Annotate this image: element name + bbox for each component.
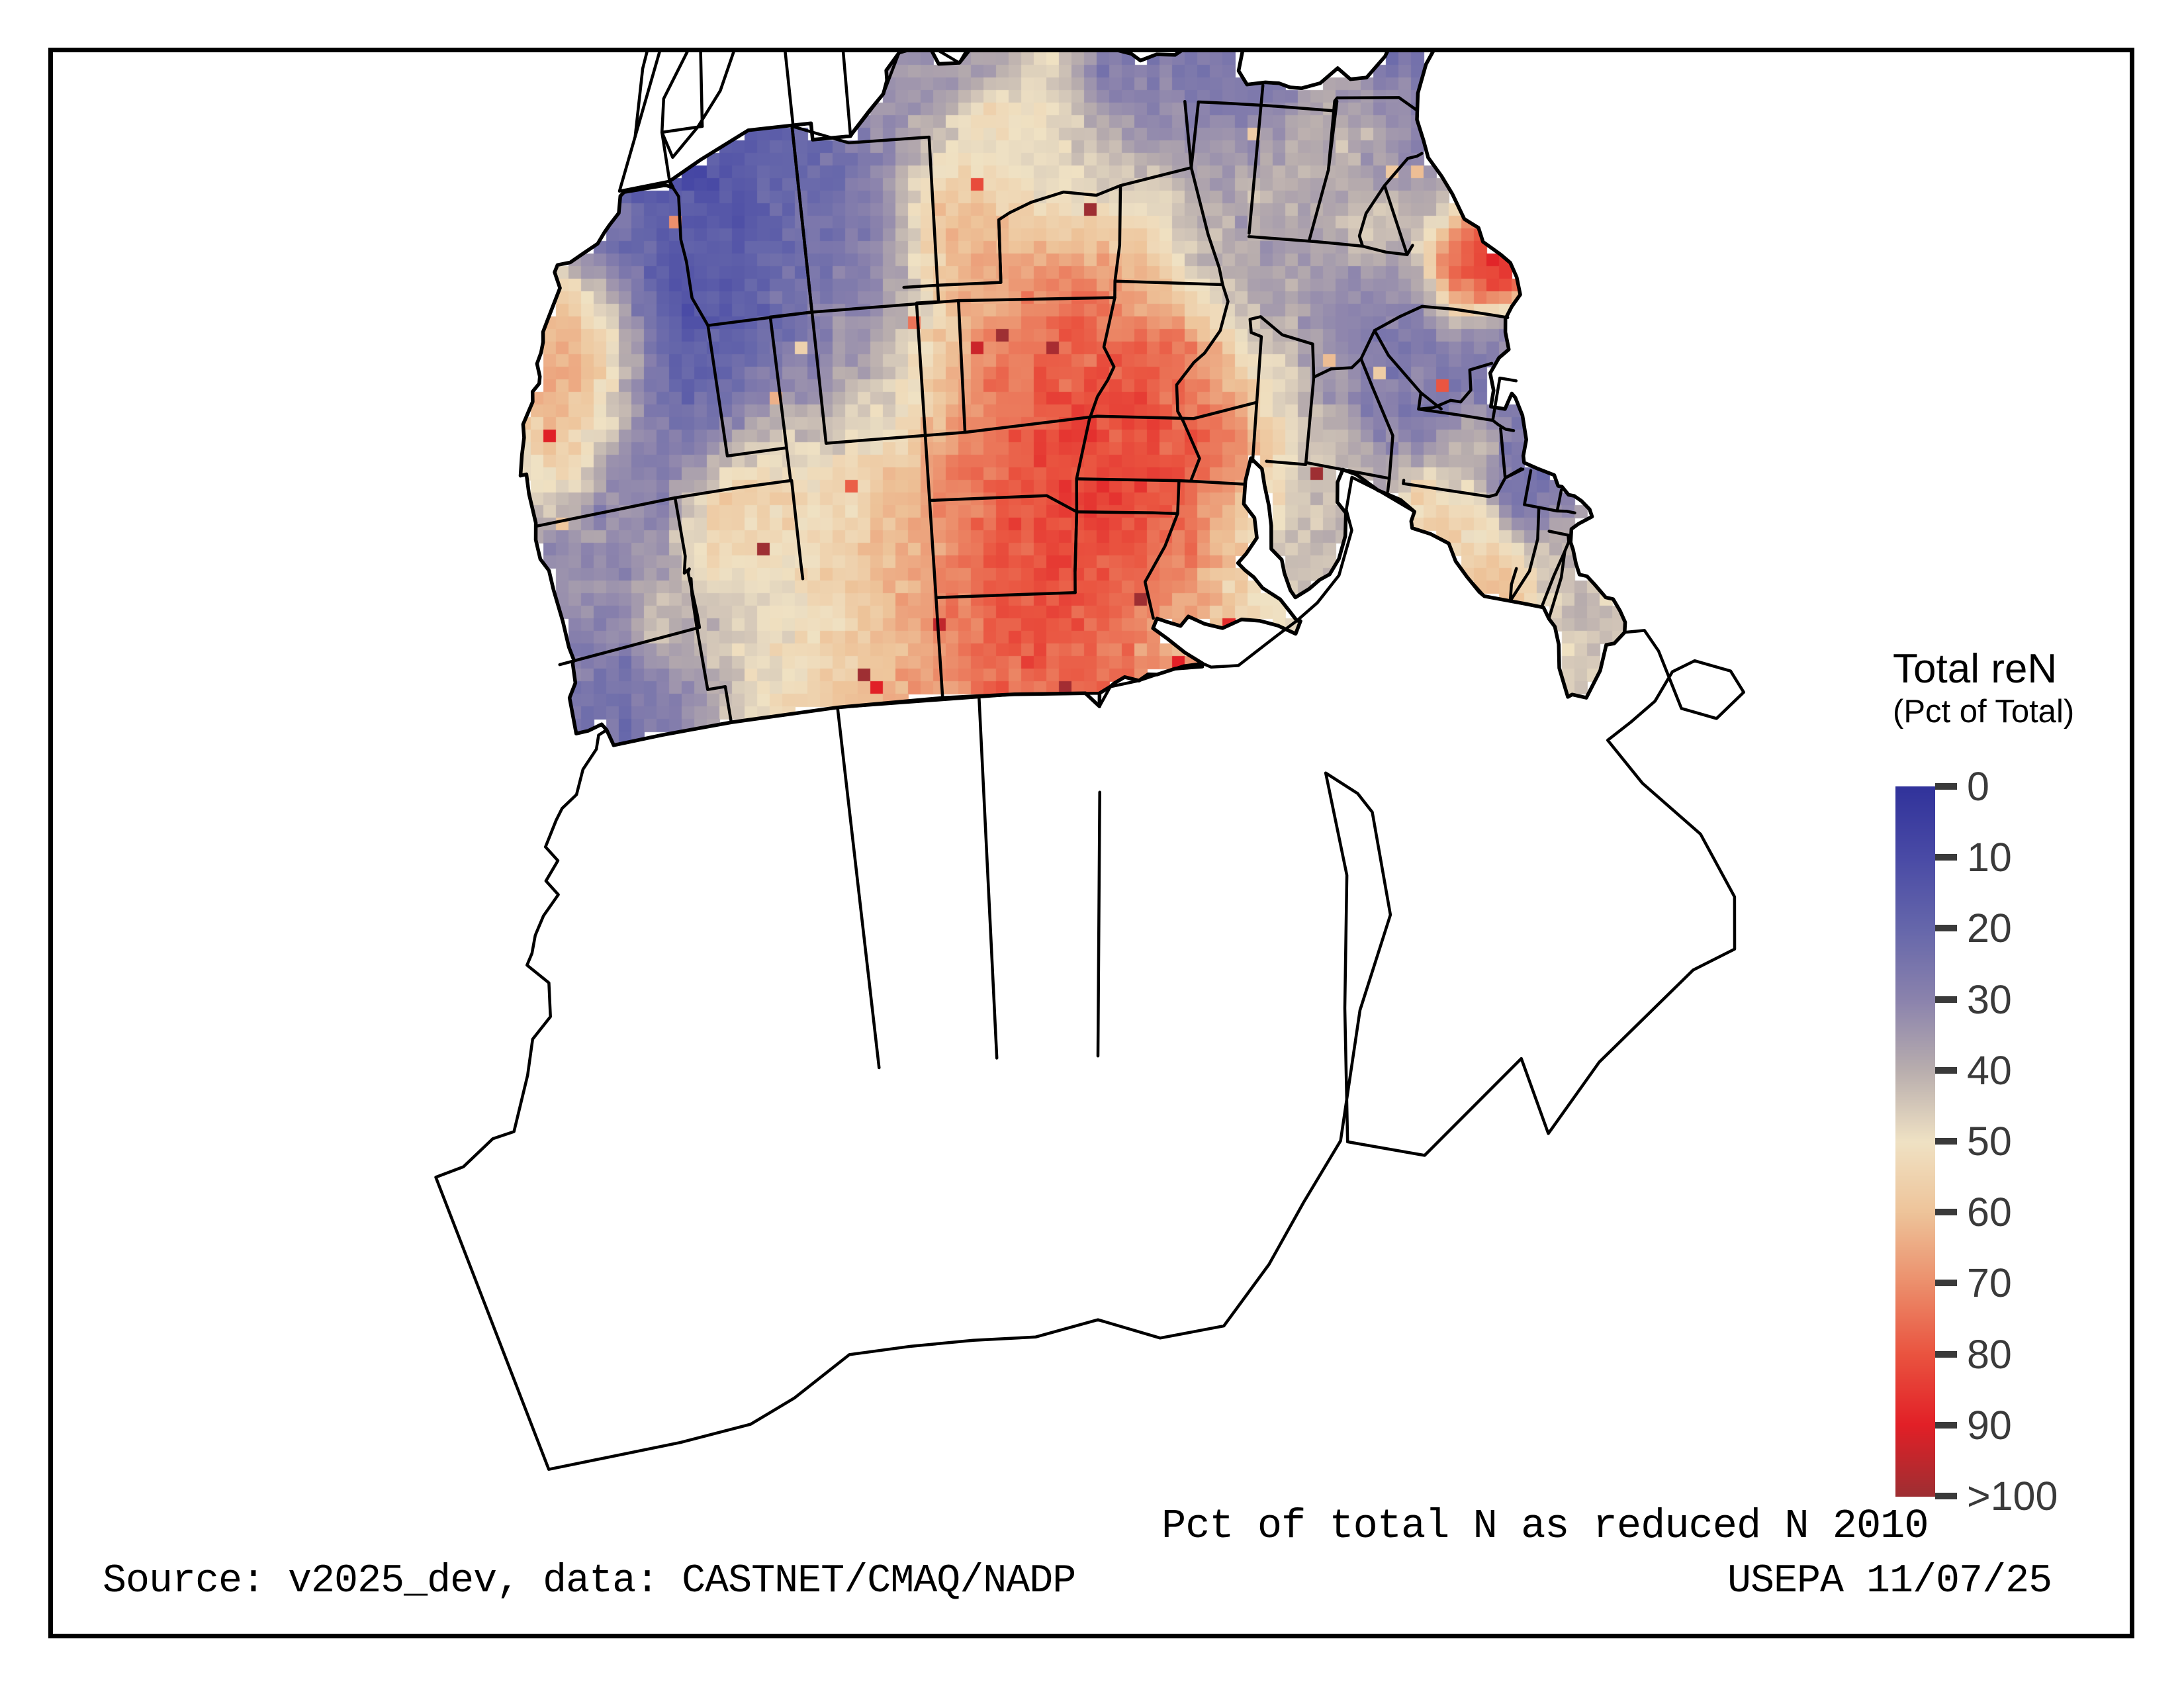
tick-mark bbox=[1935, 1421, 1957, 1429]
international-boundaries bbox=[434, 52, 1745, 1471]
colorbar-legend: Total reN (Pct of Total) 0 10 20 30 40 50 60 70… bbox=[1883, 645, 2141, 1526]
colorbar-gradient bbox=[1895, 786, 1935, 1497]
tick-mark bbox=[1935, 1280, 1957, 1287]
tick-mark bbox=[1935, 996, 1957, 1003]
state-boundaries bbox=[535, 52, 1576, 1070]
coastline bbox=[518, 52, 1627, 747]
tick-mark bbox=[1935, 1138, 1957, 1145]
legend-subtitle: (Pct of Total) bbox=[1893, 694, 2075, 729]
tick-label: 90 bbox=[1967, 1402, 2012, 1448]
tick-mark bbox=[1935, 1066, 1957, 1074]
tick-mark bbox=[1935, 1209, 1957, 1216]
colorbar-wrap: 0 10 20 30 40 50 60 70 80 90 >100 bbox=[1895, 764, 2134, 1519]
caption-source: Source: v2025_dev, data: CASTNET/CMAQ/NA… bbox=[103, 1559, 1076, 1604]
boundary-overlay bbox=[434, 52, 1745, 1471]
tick-mark bbox=[1935, 783, 1957, 790]
tick-label: 10 bbox=[1967, 835, 2012, 880]
map-area bbox=[53, 52, 2130, 1634]
caption-main: Pct of total N as reduced N 2010 bbox=[1161, 1503, 1929, 1550]
tick-label: 60 bbox=[1967, 1190, 2012, 1235]
tick-label: 40 bbox=[1967, 1047, 2012, 1093]
tick-label: >100 bbox=[1967, 1474, 2058, 1519]
tick-label: 20 bbox=[1967, 906, 2012, 951]
caption-agency: USEPA 11/07/25 bbox=[1727, 1559, 2052, 1604]
tick-label: 0 bbox=[1967, 764, 1989, 809]
reduced-nitrogen-raster bbox=[53, 52, 2130, 1634]
tick-mark bbox=[1935, 1350, 1957, 1358]
tick-label: 80 bbox=[1967, 1331, 2012, 1377]
tick-label: 50 bbox=[1967, 1119, 2012, 1164]
tick-mark bbox=[1935, 925, 1957, 932]
tick-label: 30 bbox=[1967, 976, 2012, 1022]
legend-title: Total reN bbox=[1893, 646, 2058, 692]
tick-label: 70 bbox=[1967, 1260, 2012, 1306]
tick-mark bbox=[1935, 1493, 1957, 1499]
tick-mark bbox=[1935, 854, 1957, 861]
